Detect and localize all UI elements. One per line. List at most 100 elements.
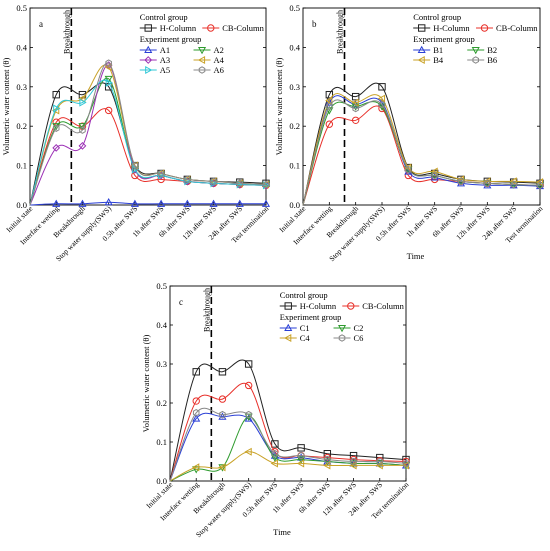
y-tick-label: 0.0 [289,200,300,210]
legend-item-a5: A5 [139,65,170,75]
legend-item-b4: B4 [413,55,444,65]
data-point [262,180,270,189]
series-a6 [29,59,270,206]
series-a5 [29,78,271,206]
y-tick-label: 0.0 [156,476,167,486]
legend-swatch-marker [284,302,292,310]
legend-swatch-marker [472,56,479,64]
data-point [352,104,359,113]
legend-item-a4: A4 [193,55,225,65]
plot-frame [29,7,267,206]
series-b4 [302,93,544,206]
data-point [184,175,191,184]
y-axis-label: Volumetric water content (θ) [141,335,151,433]
data-point [378,100,386,109]
legend-swatch-marker [207,24,215,32]
data-point [402,457,410,466]
series-line [302,82,541,206]
legend-swatch-marker [338,334,346,342]
data-point [218,368,227,376]
y-axis-label: Volumetric water content (θ) [274,58,284,156]
legend-item-h-column: H-Column [413,23,470,33]
data-point [535,178,544,187]
data-point [78,199,87,207]
data-point [430,173,439,181]
series-line [302,95,541,206]
legend-item-cb-column: CB-Column [476,23,538,33]
legend-title-experiment: Experiment group [413,34,475,44]
legend-swatch-marker [480,24,489,32]
legend-label: H-Column [300,301,337,311]
data-point [104,75,113,84]
legend-label: C2 [354,323,364,333]
data-point [430,167,438,176]
legend-item-h-column: H-Column [279,301,337,311]
legend-label: A5 [160,65,170,75]
data-point [297,456,306,464]
data-point [375,461,383,470]
legend-item-cb-column: CB-Column [342,301,405,311]
data-point [244,414,253,422]
y-tick-label: 0.4 [16,42,27,52]
data-point [349,461,357,470]
data-point [325,96,333,105]
legend-label: CB-Column [222,23,264,33]
data-point [53,104,61,113]
panel-label: a [39,19,43,29]
data-point [509,177,517,186]
data-point [235,199,244,207]
data-point [405,165,412,174]
data-point [131,165,140,174]
legend-label: B1 [433,45,443,55]
legend-item-b2: B2 [467,45,497,55]
legend-item-b1: B1 [413,45,443,55]
data-point [52,199,61,207]
legend-item-cb-column: CB-Column [202,23,265,33]
series-cb-column [169,381,410,482]
legend-label: B4 [433,55,444,65]
legend-swatch-marker [347,302,355,310]
legend-label: A3 [160,55,170,65]
data-point [323,453,332,462]
series-line [169,359,407,482]
series-line [302,99,541,206]
legend-item-b6: B6 [467,55,497,65]
series-line [169,412,407,482]
series-line [169,451,406,482]
data-point [376,457,384,466]
data-point [52,90,60,99]
data-point [271,440,279,448]
series-line [169,416,407,482]
panel-label: c [179,297,183,307]
series-line [29,77,267,206]
series-line [29,108,267,206]
legend-label: CB-Column [362,301,404,311]
data-point [79,98,87,107]
data-point [296,459,305,468]
series-c6 [169,407,410,482]
legend-label: B2 [487,45,497,55]
data-point [104,198,113,206]
data-point [209,199,218,207]
legend-title-experiment: Experiment group [280,312,342,322]
y-tick-label: 0.3 [289,82,300,92]
data-point [377,94,386,103]
data-point [325,98,334,106]
legend-label: B6 [487,55,497,65]
legend-item-c1: C1 [279,323,310,333]
series-line [29,201,266,206]
legend-item-a1: A1 [139,45,170,55]
data-point [456,179,466,187]
data-point [192,397,200,405]
y-tick-label: 0.2 [156,398,167,408]
y-tick-label: 0.4 [289,42,300,52]
data-point [351,92,360,101]
data-point [244,447,252,456]
legend-item-c4: C4 [279,333,310,343]
plot-frame [169,285,407,482]
